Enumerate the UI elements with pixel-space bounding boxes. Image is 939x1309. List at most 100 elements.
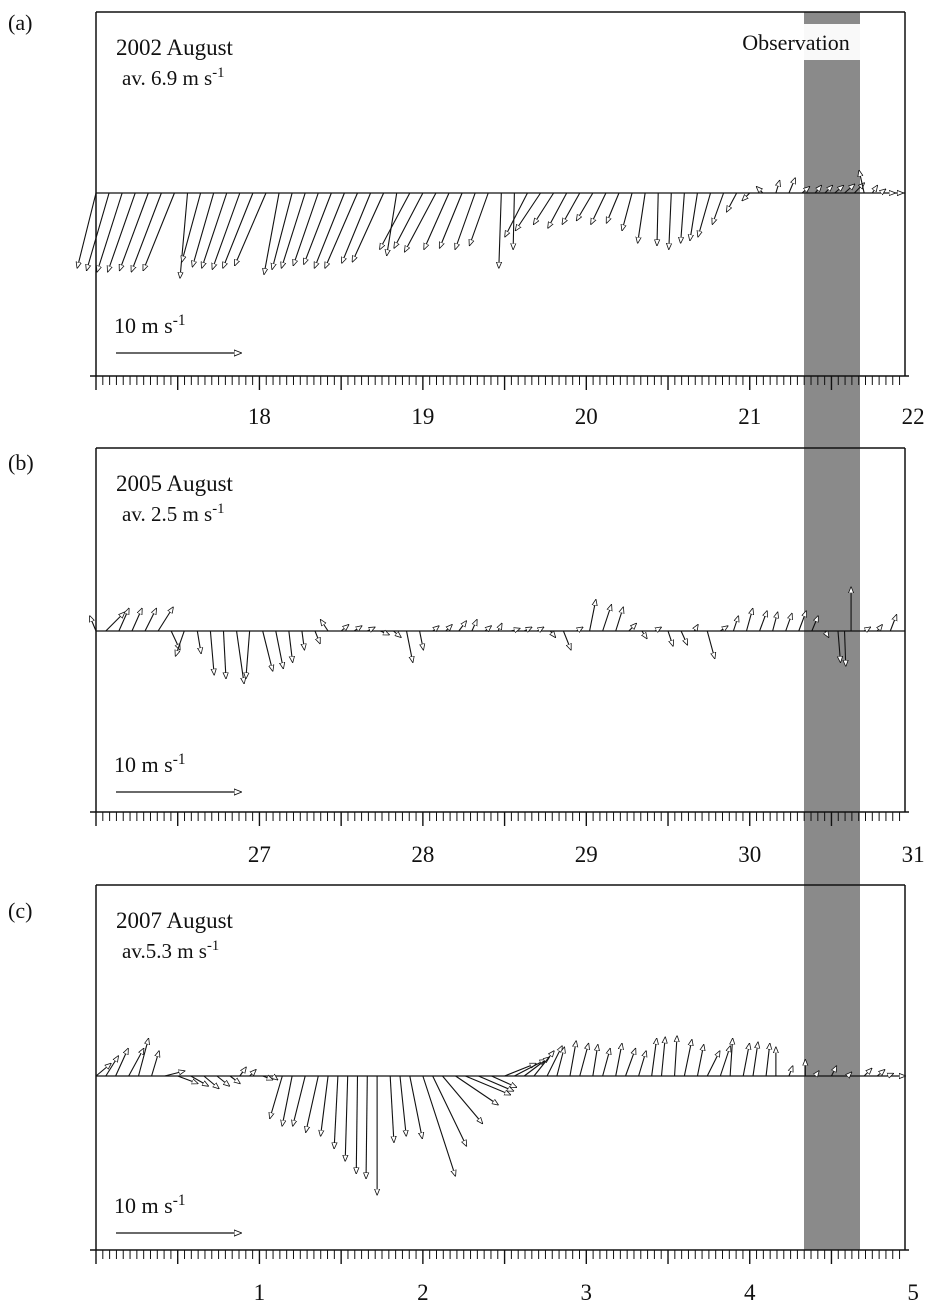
wind-vector (499, 192, 502, 268)
wind-vector (164, 1071, 185, 1077)
wind-vector (533, 1051, 554, 1077)
wind-vector (680, 630, 687, 645)
wind-vector (77, 192, 97, 268)
wind-vector (302, 630, 305, 650)
wind-vector (420, 630, 424, 650)
wind-vector (223, 192, 254, 268)
wind-vector (655, 627, 661, 631)
wind-vector (262, 630, 273, 671)
wind-vector (273, 1076, 278, 1080)
wind-vector (815, 1071, 819, 1076)
wind-vector (432, 1075, 467, 1146)
wind-vector (275, 630, 284, 669)
observation-label-bg (712, 24, 880, 60)
wind-vector (367, 627, 375, 631)
day-label: 30 (738, 842, 761, 867)
wind-vector (628, 624, 637, 632)
wind-vector (405, 192, 437, 252)
wind-vector (742, 192, 751, 201)
wind-vector (108, 192, 136, 272)
wind-vector (471, 620, 477, 632)
wind-vector (577, 192, 594, 221)
wind-vector (380, 631, 389, 635)
wind-vector (638, 192, 646, 243)
wind-vector (719, 1046, 730, 1077)
day-label: 20 (575, 404, 598, 429)
wind-vector (591, 192, 607, 224)
wind-vector (143, 192, 175, 271)
wind-vector (772, 612, 778, 632)
wind-vector (765, 1044, 770, 1077)
x-axis-ticks (95, 812, 901, 826)
x-axis-ticks (95, 376, 901, 390)
scale-label: 10 m s-1 (114, 751, 186, 778)
wind-vector (569, 1041, 576, 1077)
wind-vector (720, 626, 728, 631)
wind-vector (537, 627, 543, 631)
wind-vector (514, 1060, 545, 1077)
wind-vector (556, 1047, 565, 1077)
wind-vector (424, 192, 450, 249)
wind-vector (478, 1075, 513, 1091)
wind-vector (706, 1051, 720, 1077)
wind-vector (651, 1039, 657, 1077)
wind-vector (730, 1039, 733, 1077)
day-label: 5 (907, 1280, 919, 1305)
panel-subtitle: av. 2.5 m s-1 (122, 501, 224, 526)
wind-vector (667, 630, 673, 646)
scale-label: 10 m s-1 (114, 1192, 186, 1219)
wind-vector (120, 192, 149, 271)
wind-vector (282, 1075, 293, 1126)
wind-vector (683, 1040, 692, 1077)
wind-vector (889, 615, 896, 632)
wind-vector (887, 1074, 893, 1077)
wind-vector (491, 1075, 517, 1087)
wind-vector (712, 192, 725, 224)
wind-vector (589, 600, 596, 632)
wind-vector (757, 187, 764, 194)
wind-vector (288, 630, 293, 662)
wind-vector (606, 192, 620, 223)
wind-vector (304, 192, 332, 264)
wind-vector (534, 192, 555, 224)
wind-vector (546, 1046, 562, 1077)
day-label-box (891, 838, 936, 870)
wind-vector (657, 192, 658, 246)
wind-vector (727, 192, 738, 212)
scale-label: 10 m s-1 (114, 312, 186, 339)
wind-vector (293, 1075, 306, 1126)
day-label: 29 (575, 842, 598, 867)
panel-label: (a) (8, 10, 32, 35)
wind-vector (321, 1075, 329, 1136)
wind-vector (180, 192, 189, 278)
wind-vector (505, 192, 528, 237)
day-label: 2 (417, 1280, 429, 1305)
wind-vector (550, 631, 555, 637)
wind-vector (387, 192, 398, 256)
wind-vector (229, 1075, 240, 1084)
wind-vector (811, 616, 818, 632)
wind-vector (177, 1075, 198, 1084)
wind-vector (314, 630, 320, 644)
wind-vector (182, 192, 202, 262)
panel-label: (c) (8, 898, 32, 923)
wind-vector (562, 192, 581, 224)
wind-vector (342, 192, 372, 263)
wind-vector (625, 1049, 636, 1077)
wind-vector (246, 630, 251, 679)
panel-title: 2007 August (116, 908, 234, 933)
wind-vector (698, 192, 712, 237)
wind-vector (445, 625, 452, 632)
day-label: 4 (744, 1280, 756, 1305)
day-label: 1 (254, 1280, 266, 1305)
wind-vectors (90, 587, 897, 683)
wind-vector (504, 1064, 536, 1077)
wind-vector (669, 192, 672, 249)
wind-vector (90, 616, 97, 632)
wind-vector (458, 621, 467, 632)
wind-vector (353, 626, 362, 631)
wind-vector (876, 1070, 885, 1077)
wind-vector (465, 1075, 510, 1095)
day-label: 31 (902, 842, 925, 867)
day-label-box (891, 400, 936, 432)
